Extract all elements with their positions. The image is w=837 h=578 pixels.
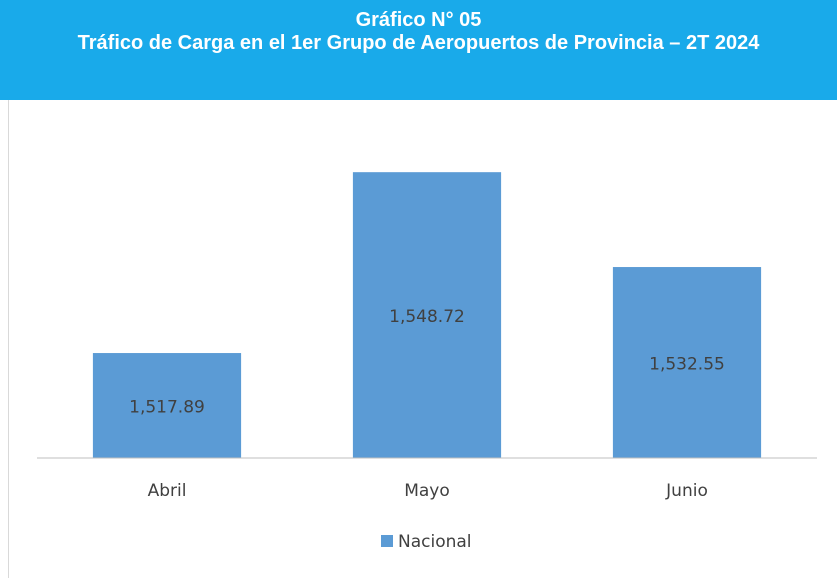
bar <box>612 267 762 458</box>
data-label: 1,548.72 <box>389 307 465 327</box>
x-tick-label: Abril <box>148 481 187 501</box>
bar <box>352 172 502 458</box>
legend-swatch <box>381 535 393 547</box>
x-tick-label: Mayo <box>404 481 450 501</box>
legend-label: Nacional <box>398 532 472 552</box>
header: Gráfico N° 05 Tráfico de Carga en el 1er… <box>0 0 837 100</box>
chart-subtitle: Tráfico de Carga en el 1er Grupo de Aero… <box>77 32 760 54</box>
bar <box>92 353 242 458</box>
data-label: 1,517.89 <box>129 398 205 418</box>
chart-title: Gráfico N° 05 <box>355 9 482 31</box>
chart-frame <box>8 100 837 578</box>
data-label: 1,532.55 <box>649 355 725 375</box>
x-tick-label: Junio <box>665 481 708 501</box>
